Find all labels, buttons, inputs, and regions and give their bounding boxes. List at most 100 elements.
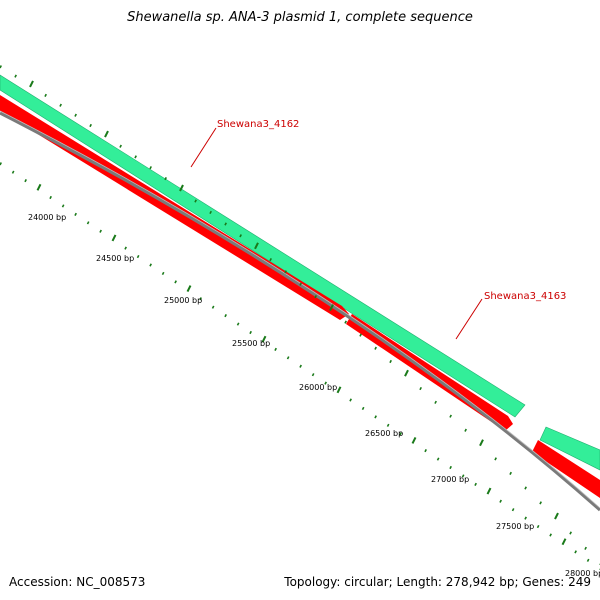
- tick-mark: [586, 558, 590, 562]
- tick-mark: [449, 465, 452, 470]
- tick-mark: [524, 516, 527, 520]
- sequence-backbone-highlight: [0, 110, 600, 509]
- tick-mark: [134, 155, 137, 159]
- tick-mark: [199, 297, 202, 301]
- accession-label: Accession: NC_008573: [9, 575, 146, 589]
- tick-mark: [149, 263, 152, 267]
- tick-mark: [274, 347, 277, 351]
- tick-mark: [161, 271, 165, 276]
- tick-mark: [59, 103, 62, 107]
- tick-mark: [11, 170, 15, 174]
- tick-mark: [494, 457, 497, 461]
- tick-mark: [254, 242, 259, 250]
- tick-mark: [86, 221, 90, 225]
- tick-mark: [386, 423, 390, 427]
- tick-mark: [239, 234, 242, 238]
- tick-mark: [149, 166, 152, 170]
- tick-mark: [509, 471, 512, 475]
- tick-mark: [211, 305, 215, 309]
- tick-mark: [434, 400, 437, 404]
- tick-mark: [536, 524, 540, 529]
- tick-mark: [344, 320, 347, 324]
- bp-label: 24500 bp: [96, 254, 134, 263]
- tick-mark: [311, 373, 315, 377]
- tick-mark: [44, 93, 47, 98]
- tick-mark: [561, 538, 567, 546]
- feature-band-segment: [539, 426, 600, 471]
- tick-mark: [461, 474, 465, 478]
- tick-mark: [194, 199, 197, 203]
- tick-mark: [174, 280, 177, 284]
- tick-mark: [511, 508, 515, 512]
- gene-label-4163[interactable]: Shewana3_4163: [484, 291, 566, 302]
- tick-mark: [436, 457, 440, 461]
- tick-mark: [404, 369, 409, 377]
- tick-mark: [269, 258, 272, 262]
- tick-mark: [286, 356, 290, 360]
- bp-label: 27500 bp: [496, 522, 534, 531]
- tick-mark: [74, 212, 77, 216]
- tick-mark: [99, 229, 102, 233]
- tick-mark: [49, 195, 52, 200]
- bp-label: 25500 bp: [232, 339, 270, 348]
- tick-mark: [329, 304, 334, 312]
- tick-mark: [324, 381, 327, 385]
- tick-mark: [569, 531, 572, 535]
- tick-mark: [419, 386, 422, 391]
- gene-label-4162[interactable]: Shewana3_4162: [217, 119, 299, 130]
- tick-mark: [424, 449, 427, 453]
- outer-tick-marks: [0, 65, 600, 565]
- tick-mark: [236, 322, 240, 326]
- tick-mark: [61, 204, 65, 208]
- tick-mark: [29, 80, 34, 88]
- tick-mark: [574, 550, 577, 554]
- bp-labels: 24000 bp 24500 bp 25000 bp 25500 bp 26000 bp…: [28, 213, 534, 531]
- tick-mark: [0, 65, 2, 69]
- tick-mark: [36, 183, 42, 191]
- tick-mark: [0, 162, 2, 166]
- tick-mark: [14, 74, 17, 78]
- tick-mark: [524, 486, 527, 490]
- bp-label: 26000 bp: [299, 383, 337, 392]
- tick-mark: [224, 314, 227, 318]
- tick-mark: [111, 234, 117, 242]
- topology-summary: Topology: circular; Length: 278,942 bp; …: [284, 575, 591, 589]
- gene-leader-line: [455, 298, 483, 340]
- tick-mark: [361, 406, 365, 411]
- tick-mark: [499, 499, 502, 503]
- tick-mark: [389, 359, 392, 364]
- tick-mark: [464, 428, 467, 432]
- bp-label-edge: 28000 bp: [565, 569, 600, 578]
- bp-label: 27000 bp: [431, 475, 469, 484]
- tick-mark: [104, 130, 109, 138]
- bp-label: 25000 bp: [164, 296, 202, 305]
- tick-mark: [449, 414, 452, 418]
- cds-arrow-segment: [532, 440, 600, 498]
- feature-band-segment: [0, 74, 526, 418]
- tick-mark: [479, 439, 484, 447]
- tick-mark: [224, 222, 227, 226]
- tick-mark: [249, 330, 252, 335]
- tick-mark: [284, 270, 287, 274]
- tick-mark: [336, 386, 342, 394]
- tick-mark: [314, 295, 317, 299]
- tick-mark: [539, 501, 542, 505]
- tick-mark: [186, 285, 192, 293]
- tick-mark: [74, 113, 77, 117]
- tick-mark: [374, 346, 377, 350]
- tick-mark: [359, 333, 362, 337]
- inner-tick-marks: [0, 162, 600, 570]
- tick-mark: [349, 398, 352, 402]
- bp-label: 24000 bp: [28, 213, 66, 222]
- tick-mark: [299, 364, 302, 368]
- tick-mark: [89, 123, 92, 128]
- tick-mark: [554, 512, 559, 520]
- tick-mark: [474, 482, 477, 486]
- sequence-backbone: [0, 111, 600, 512]
- tick-mark: [399, 432, 402, 436]
- tick-mark: [119, 144, 122, 148]
- gene-leader-line: [190, 127, 217, 168]
- tick-mark: [374, 415, 377, 419]
- tick-mark: [136, 254, 140, 259]
